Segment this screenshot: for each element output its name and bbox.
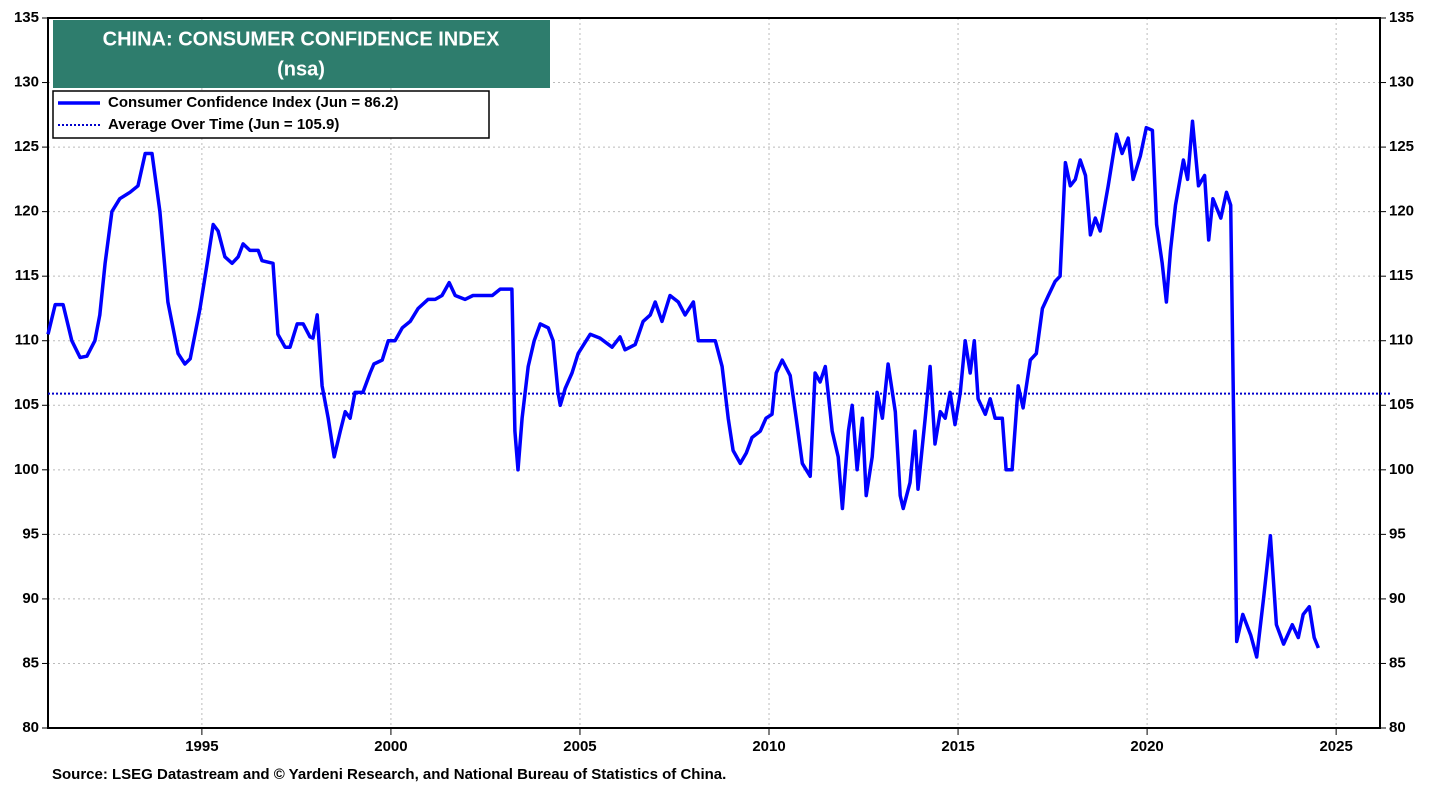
chart-title: CHINA: CONSUMER CONFIDENCE INDEX	[103, 28, 500, 50]
y-tick-label: 80	[22, 719, 39, 736]
x-tick-label: 1995	[185, 738, 218, 755]
y-tick-label: 100	[14, 461, 39, 478]
y2-tick-label: 110	[1389, 332, 1413, 349]
y-tick-label: 95	[22, 525, 39, 542]
y2-tick-label: 135	[1389, 9, 1414, 26]
y-tick-label: 110	[15, 332, 39, 349]
y2-tick-label: 125	[1389, 138, 1414, 155]
legend-label: Consumer Confidence Index (Jun = 86.2)	[108, 94, 398, 111]
y-tick-label: 85	[22, 654, 39, 671]
y-tick-label: 135	[14, 9, 39, 26]
x-tick-label: 2005	[563, 738, 596, 755]
y-tick-label: 120	[14, 203, 39, 220]
y2-tick-label: 95	[1389, 525, 1406, 542]
legend-label: Average Over Time (Jun = 105.9)	[108, 116, 339, 133]
series-line	[46, 119, 1321, 659]
y2-tick-label: 105	[1389, 396, 1414, 413]
y2-tick-label: 85	[1389, 654, 1406, 671]
legend-box	[52, 90, 490, 139]
y2-tick-label: 80	[1389, 719, 1406, 736]
y2-tick-label: 90	[1389, 590, 1406, 607]
title-box	[53, 20, 550, 88]
x-tick-label: 2015	[941, 738, 974, 755]
y2-tick-label: 100	[1389, 461, 1414, 478]
y-tick-label: 115	[15, 267, 39, 284]
y-tick-label: 90	[22, 590, 39, 607]
y2-tick-label: 130	[1389, 74, 1414, 91]
y-tick-label: 130	[14, 74, 39, 91]
x-tick-label: 2025	[1319, 738, 1352, 755]
x-tick-label: 2000	[374, 738, 407, 755]
x-tick-label: 2020	[1130, 738, 1163, 755]
x-tick-label: 2010	[752, 738, 785, 755]
y-tick-label: 125	[14, 138, 39, 155]
y-tick-label: 105	[14, 396, 39, 413]
source-note: Source: LSEG Datastream and © Yardeni Re…	[52, 766, 726, 783]
y2-tick-label: 115	[1389, 267, 1413, 284]
y2-tick-label: 120	[1389, 203, 1414, 220]
plot-frame	[47, 17, 1381, 729]
chart-subtitle: (nsa)	[277, 58, 325, 80]
